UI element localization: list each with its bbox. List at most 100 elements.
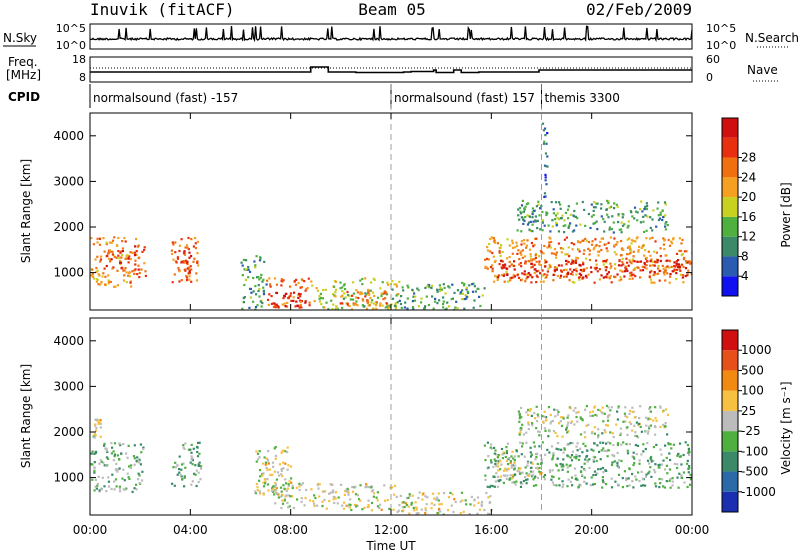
heatmap-cell (297, 281, 300, 285)
heatmap-cell (494, 275, 497, 278)
heatmap-cell (663, 486, 666, 489)
heatmap-cell (181, 478, 184, 481)
heatmap-cell (144, 274, 147, 277)
heatmap-cell (521, 442, 524, 445)
heatmap-cell (500, 266, 503, 269)
heatmap-cell (600, 449, 603, 452)
x-tick-label: 16:00 (474, 523, 509, 537)
heatmap-cell (495, 464, 498, 468)
heatmap-cell (505, 477, 508, 480)
heatmap-cell (240, 261, 243, 264)
heatmap-cell (568, 464, 571, 467)
heatmap-cell (382, 298, 385, 301)
heatmap-cell (605, 424, 608, 427)
heatmap-cell (500, 447, 504, 451)
heatmap-cell (422, 307, 426, 310)
heatmap-cell (190, 238, 193, 241)
heatmap-cell (506, 474, 509, 477)
heatmap-cell (549, 265, 552, 269)
heatmap-cell (635, 478, 638, 481)
heatmap-cell (424, 507, 427, 510)
heatmap-cell (614, 480, 617, 483)
heatmap-cell (300, 497, 303, 500)
heatmap-cell (656, 259, 659, 262)
heatmap-cell (257, 458, 260, 461)
heatmap-cell (439, 510, 442, 513)
heatmap-cell (93, 452, 96, 455)
heatmap-cell (668, 260, 672, 263)
heatmap-cell (574, 474, 577, 477)
heatmap-cell (670, 240, 673, 243)
heatmap-cell (554, 253, 558, 256)
heatmap-cell (541, 122, 545, 125)
heatmap-cell (607, 241, 610, 244)
heatmap-cell (184, 269, 187, 272)
heatmap-cell (113, 442, 117, 445)
heatmap-cell (265, 466, 268, 470)
heatmap-cell (685, 261, 688, 264)
heatmap-cell (198, 441, 201, 444)
heatmap-cell (634, 275, 637, 278)
heatmap-cell (552, 454, 555, 457)
freq-left-tick-bottom: 8 (79, 71, 86, 84)
heatmap-cell (261, 302, 264, 305)
heatmap-cell (300, 500, 303, 503)
heatmap-cell (557, 469, 560, 472)
heatmap-cell (648, 425, 651, 428)
heatmap-cell (527, 474, 530, 477)
heatmap-cell (436, 302, 439, 305)
heatmap-cell (174, 466, 177, 469)
heatmap-cell (485, 491, 488, 495)
heatmap-cell (334, 288, 338, 291)
heatmap-cell (511, 246, 515, 249)
heatmap-cell (95, 280, 98, 283)
heatmap-cell (289, 294, 292, 297)
heatmap-cell (241, 274, 244, 277)
heatmap-cell (652, 273, 655, 277)
heatmap-cell (178, 455, 181, 458)
heatmap-cell (301, 482, 304, 485)
heatmap-cell (93, 436, 96, 439)
heatmap-cell (628, 412, 631, 415)
heatmap-cell (279, 495, 282, 498)
heatmap-cell (525, 277, 528, 280)
heatmap-cell (481, 294, 484, 297)
heatmap-cell (628, 245, 631, 248)
heatmap-cell (616, 418, 619, 421)
heatmap-cell (135, 253, 138, 256)
heatmap-cell (378, 304, 382, 307)
heatmap-cell (611, 453, 614, 457)
heatmap-cell (274, 483, 278, 486)
heatmap-cell (388, 507, 391, 510)
heatmap-cell (291, 487, 294, 490)
heatmap-cell (677, 486, 680, 489)
heatmap-cell (571, 273, 574, 276)
heatmap-cell (626, 452, 630, 455)
heatmap-cell (508, 265, 511, 268)
heatmap-cell (363, 506, 366, 509)
heatmap-cell (639, 425, 642, 428)
heatmap-cell (617, 213, 620, 216)
heatmap-cell (614, 267, 617, 270)
heatmap-cell (112, 266, 115, 269)
heatmap-cell (491, 251, 494, 255)
heatmap-cell (631, 259, 634, 262)
heatmap-cell (387, 306, 390, 309)
heatmap-cell (629, 409, 632, 413)
heatmap-cell (687, 260, 690, 263)
heatmap-cell (321, 504, 324, 508)
heatmap-cell (518, 471, 521, 474)
heatmap-cell (645, 237, 648, 240)
heatmap-cell (413, 509, 416, 512)
heatmap-cell (523, 219, 526, 222)
x-axis-ticks: 00:00 04:00 08:00 12:00 16:00 20:00 00:00 (73, 113, 709, 537)
heatmap-cell (245, 259, 248, 262)
heatmap-cell (343, 493, 346, 496)
heatmap-cell (528, 228, 531, 231)
heatmap-cell (304, 289, 307, 292)
heatmap-cell (502, 481, 505, 484)
heatmap-cell (534, 215, 537, 218)
heatmap-cell (465, 295, 468, 298)
heatmap-cell (258, 490, 261, 493)
heatmap-cell (597, 428, 600, 431)
